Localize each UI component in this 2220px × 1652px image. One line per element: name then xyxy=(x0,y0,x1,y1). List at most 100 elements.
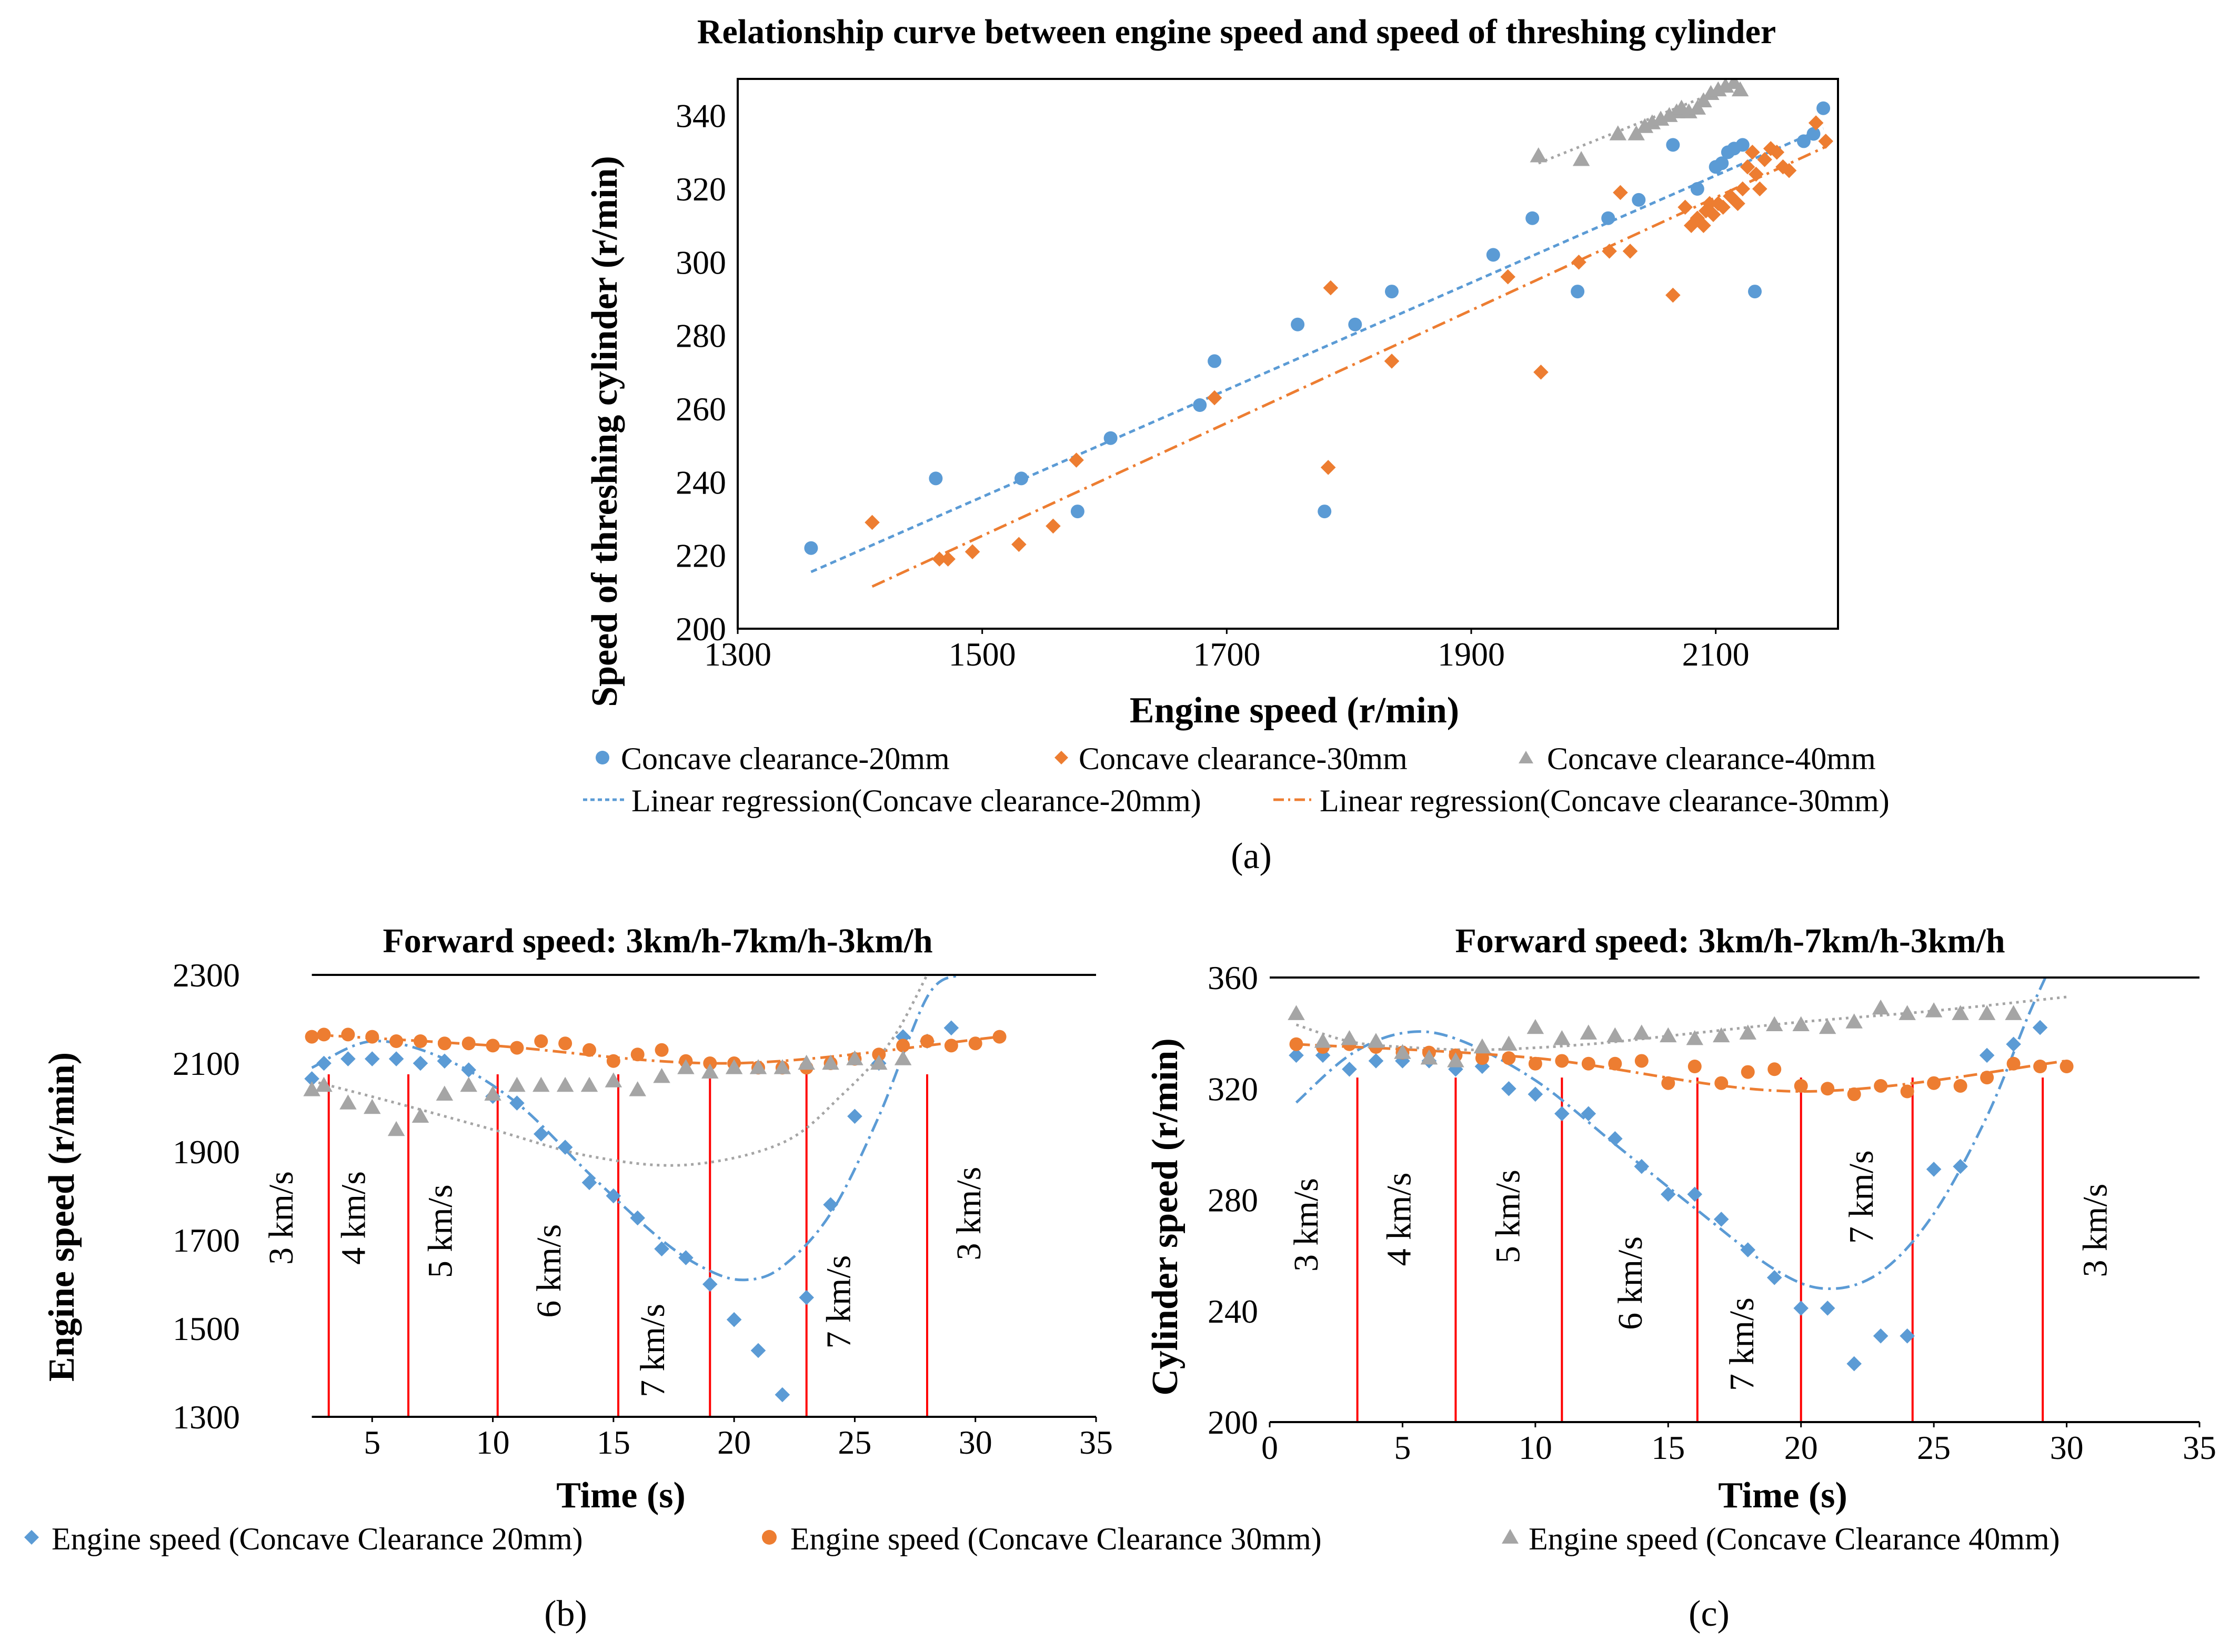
chart-a-point-2-15 xyxy=(1717,79,1734,93)
chart-c-point-2-11 xyxy=(1580,1024,1598,1040)
chart-a-point-0-0 xyxy=(804,541,818,555)
chart-a-point-1-3 xyxy=(965,544,980,559)
chart-b-point-2-21 xyxy=(798,1054,815,1070)
chart-a-xtick-3: 1900 xyxy=(1438,636,1505,673)
chart-b-caption: (b) xyxy=(544,1594,587,1634)
chart-b-point-0-14 xyxy=(630,1210,646,1226)
chart-c-point-1-14 xyxy=(1661,1076,1675,1090)
chart-a-point-1-36 xyxy=(1769,145,1785,160)
chart-a-point-1-27 xyxy=(1723,188,1738,204)
chart-c-ytick-0: 200 xyxy=(1208,1404,1258,1441)
chart-c-point-2-27 xyxy=(2005,1005,2022,1020)
chart-a-point-0-4 xyxy=(1103,431,1118,445)
chart-c-point-1-13 xyxy=(1634,1054,1649,1068)
chart-b-ytick-5: 2300 xyxy=(173,956,240,994)
chart-c-point-2-18 xyxy=(1765,1016,1783,1031)
legend-bc-item-30mm: Engine speed (Concave Clearance 30mm) xyxy=(762,1522,1322,1556)
chart-b-point-1-24 xyxy=(872,1047,886,1062)
chart-b-segment-label-0: 3 km/s xyxy=(262,1171,300,1265)
chart-b-point-2-6 xyxy=(436,1085,454,1101)
legend-a-label-reg20: Linear regression(Concave clearance-20mm… xyxy=(631,783,1201,818)
chart-c-ticks: 0 5 10 15 20 25 30 35 200 240 280 320 360 xyxy=(1208,959,2216,1466)
chart-c-point-1-8 xyxy=(1502,1051,1516,1065)
chart-c-point-0-1 xyxy=(1315,1047,1331,1063)
chart-b-point-0-4 xyxy=(388,1051,404,1066)
chart-c-point-0-21 xyxy=(1846,1356,1862,1372)
chart-b-point-1-8 xyxy=(486,1039,500,1053)
chart-a-ylabel: Speed of threshing cylinder (r/min) xyxy=(585,156,625,707)
chart-b-point-2-14 xyxy=(629,1081,646,1096)
legend-bc-item-20mm: Engine speed (Concave Clearance 20mm) xyxy=(24,1522,583,1556)
chart-b-point-2-19 xyxy=(749,1059,767,1074)
chart-a-point-0-6 xyxy=(1208,354,1222,368)
chart-b-segment-label-4: 7 km/s xyxy=(634,1304,672,1397)
chart-b-point-0-12 xyxy=(581,1175,597,1191)
chart-b-point-2-13 xyxy=(605,1072,622,1087)
chart-c-title: Forward speed: 3km/h-7km/h-3km/h xyxy=(1455,922,2005,960)
chart-a-point-1-21 xyxy=(1696,218,1711,233)
chart-c-series-0 xyxy=(1289,1020,2048,1372)
chart-b-point-1-11 xyxy=(558,1036,572,1051)
chart-b-marks: 3 km/s 4 km/s 5 km/s 6 km/s 7 km/s 7 km/s 3 km… xyxy=(262,975,1007,1417)
chart-b-point-2-24 xyxy=(870,1054,888,1070)
chart-a-point-1-11 xyxy=(1500,269,1515,285)
chart-b-segment-label-6: 3 km/s xyxy=(950,1167,988,1261)
chart-a-point-0-26 xyxy=(1816,101,1831,115)
chart-a-ytick-5: 300 xyxy=(676,244,726,281)
chart-c-point-1-12 xyxy=(1608,1056,1622,1071)
chart-c-point-1-18 xyxy=(1767,1062,1782,1076)
chart-c-xtick-6: 30 xyxy=(2050,1429,2084,1466)
chart-b-point-1-12 xyxy=(582,1043,596,1057)
chart-b-xtick-4: 25 xyxy=(838,1424,871,1461)
chart-c-point-0-2 xyxy=(1342,1061,1357,1077)
chart-a-point-2-1 xyxy=(1572,151,1590,166)
chart-a-point-1-28 xyxy=(1730,196,1745,211)
chart-c-point-0-22 xyxy=(1873,1328,1888,1344)
chart-a-point-2-0 xyxy=(1530,147,1548,163)
chart-a-point-0-10 xyxy=(1384,285,1399,299)
chart-a-point-1-5 xyxy=(1046,518,1061,534)
chart-b-ytick-4: 2100 xyxy=(173,1045,240,1082)
chart-b-xtick-6: 35 xyxy=(1079,1424,1113,1461)
chart-a-xtick-1: 1500 xyxy=(949,636,1016,673)
chart-a-point-2-17 xyxy=(1731,81,1749,97)
chart-b-ytick-2: 1700 xyxy=(173,1222,240,1259)
legend-bc-marker-40mm xyxy=(1502,1529,1519,1544)
chart-a-point-0-5 xyxy=(1193,398,1207,412)
chart-b-point-2-18 xyxy=(725,1059,743,1074)
legend-a-marker-40mm xyxy=(1519,751,1533,763)
chart-a-point-0-19 xyxy=(1715,156,1729,170)
chart-c-point-1-0 xyxy=(1289,1037,1303,1051)
chart-c-xtick-2: 10 xyxy=(1519,1429,1552,1466)
chart-a-point-0-22 xyxy=(1735,138,1750,152)
chart-b-point-0-2 xyxy=(340,1051,356,1066)
chart-c-ytick-1: 240 xyxy=(1208,1293,1258,1330)
chart-a-point-1-23 xyxy=(1702,196,1717,211)
chart-a-point-1-26 xyxy=(1715,199,1731,215)
chart-a-ytick-0: 200 xyxy=(676,610,726,648)
chart-c-plot-area xyxy=(1288,978,2074,1422)
chart-b-point-0-15 xyxy=(654,1241,669,1257)
chart-c-point-1-25 xyxy=(1953,1079,1967,1093)
chart-b-series-2 xyxy=(303,1050,912,1136)
chart-b-point-1-3 xyxy=(365,1030,379,1044)
chart-a-series-2 xyxy=(1530,79,1749,166)
chart-c-ytick-4: 360 xyxy=(1208,959,1258,996)
chart-c-point-1-22 xyxy=(1874,1079,1888,1093)
chart-c-segment-label-4: 7 km/s xyxy=(1723,1297,1761,1391)
chart-a-point-0-24 xyxy=(1796,134,1811,148)
chart-c-point-0-28 xyxy=(2032,1020,2048,1035)
chart-b-ytick-0: 1300 xyxy=(173,1398,240,1436)
chart-a-point-1-1 xyxy=(932,551,947,567)
chart-c-point-2-19 xyxy=(1792,1016,1810,1031)
chart-c-point-0-9 xyxy=(1528,1086,1543,1102)
legend-a-label-40mm: Concave clearance-40mm xyxy=(1547,741,1876,776)
chart-b-point-2-11 xyxy=(556,1076,574,1092)
legend-a-item-40mm: Concave clearance-40mm xyxy=(1519,741,1876,776)
chart-c-xtick-4: 20 xyxy=(1784,1429,1818,1466)
chart-a-caption: (a) xyxy=(1231,836,1272,877)
chart-c-point-1-17 xyxy=(1741,1065,1755,1079)
chart-b-point-0-27 xyxy=(943,1020,959,1036)
legend-bc-label-20mm: Engine speed (Concave Clearance 20mm) xyxy=(52,1522,583,1556)
